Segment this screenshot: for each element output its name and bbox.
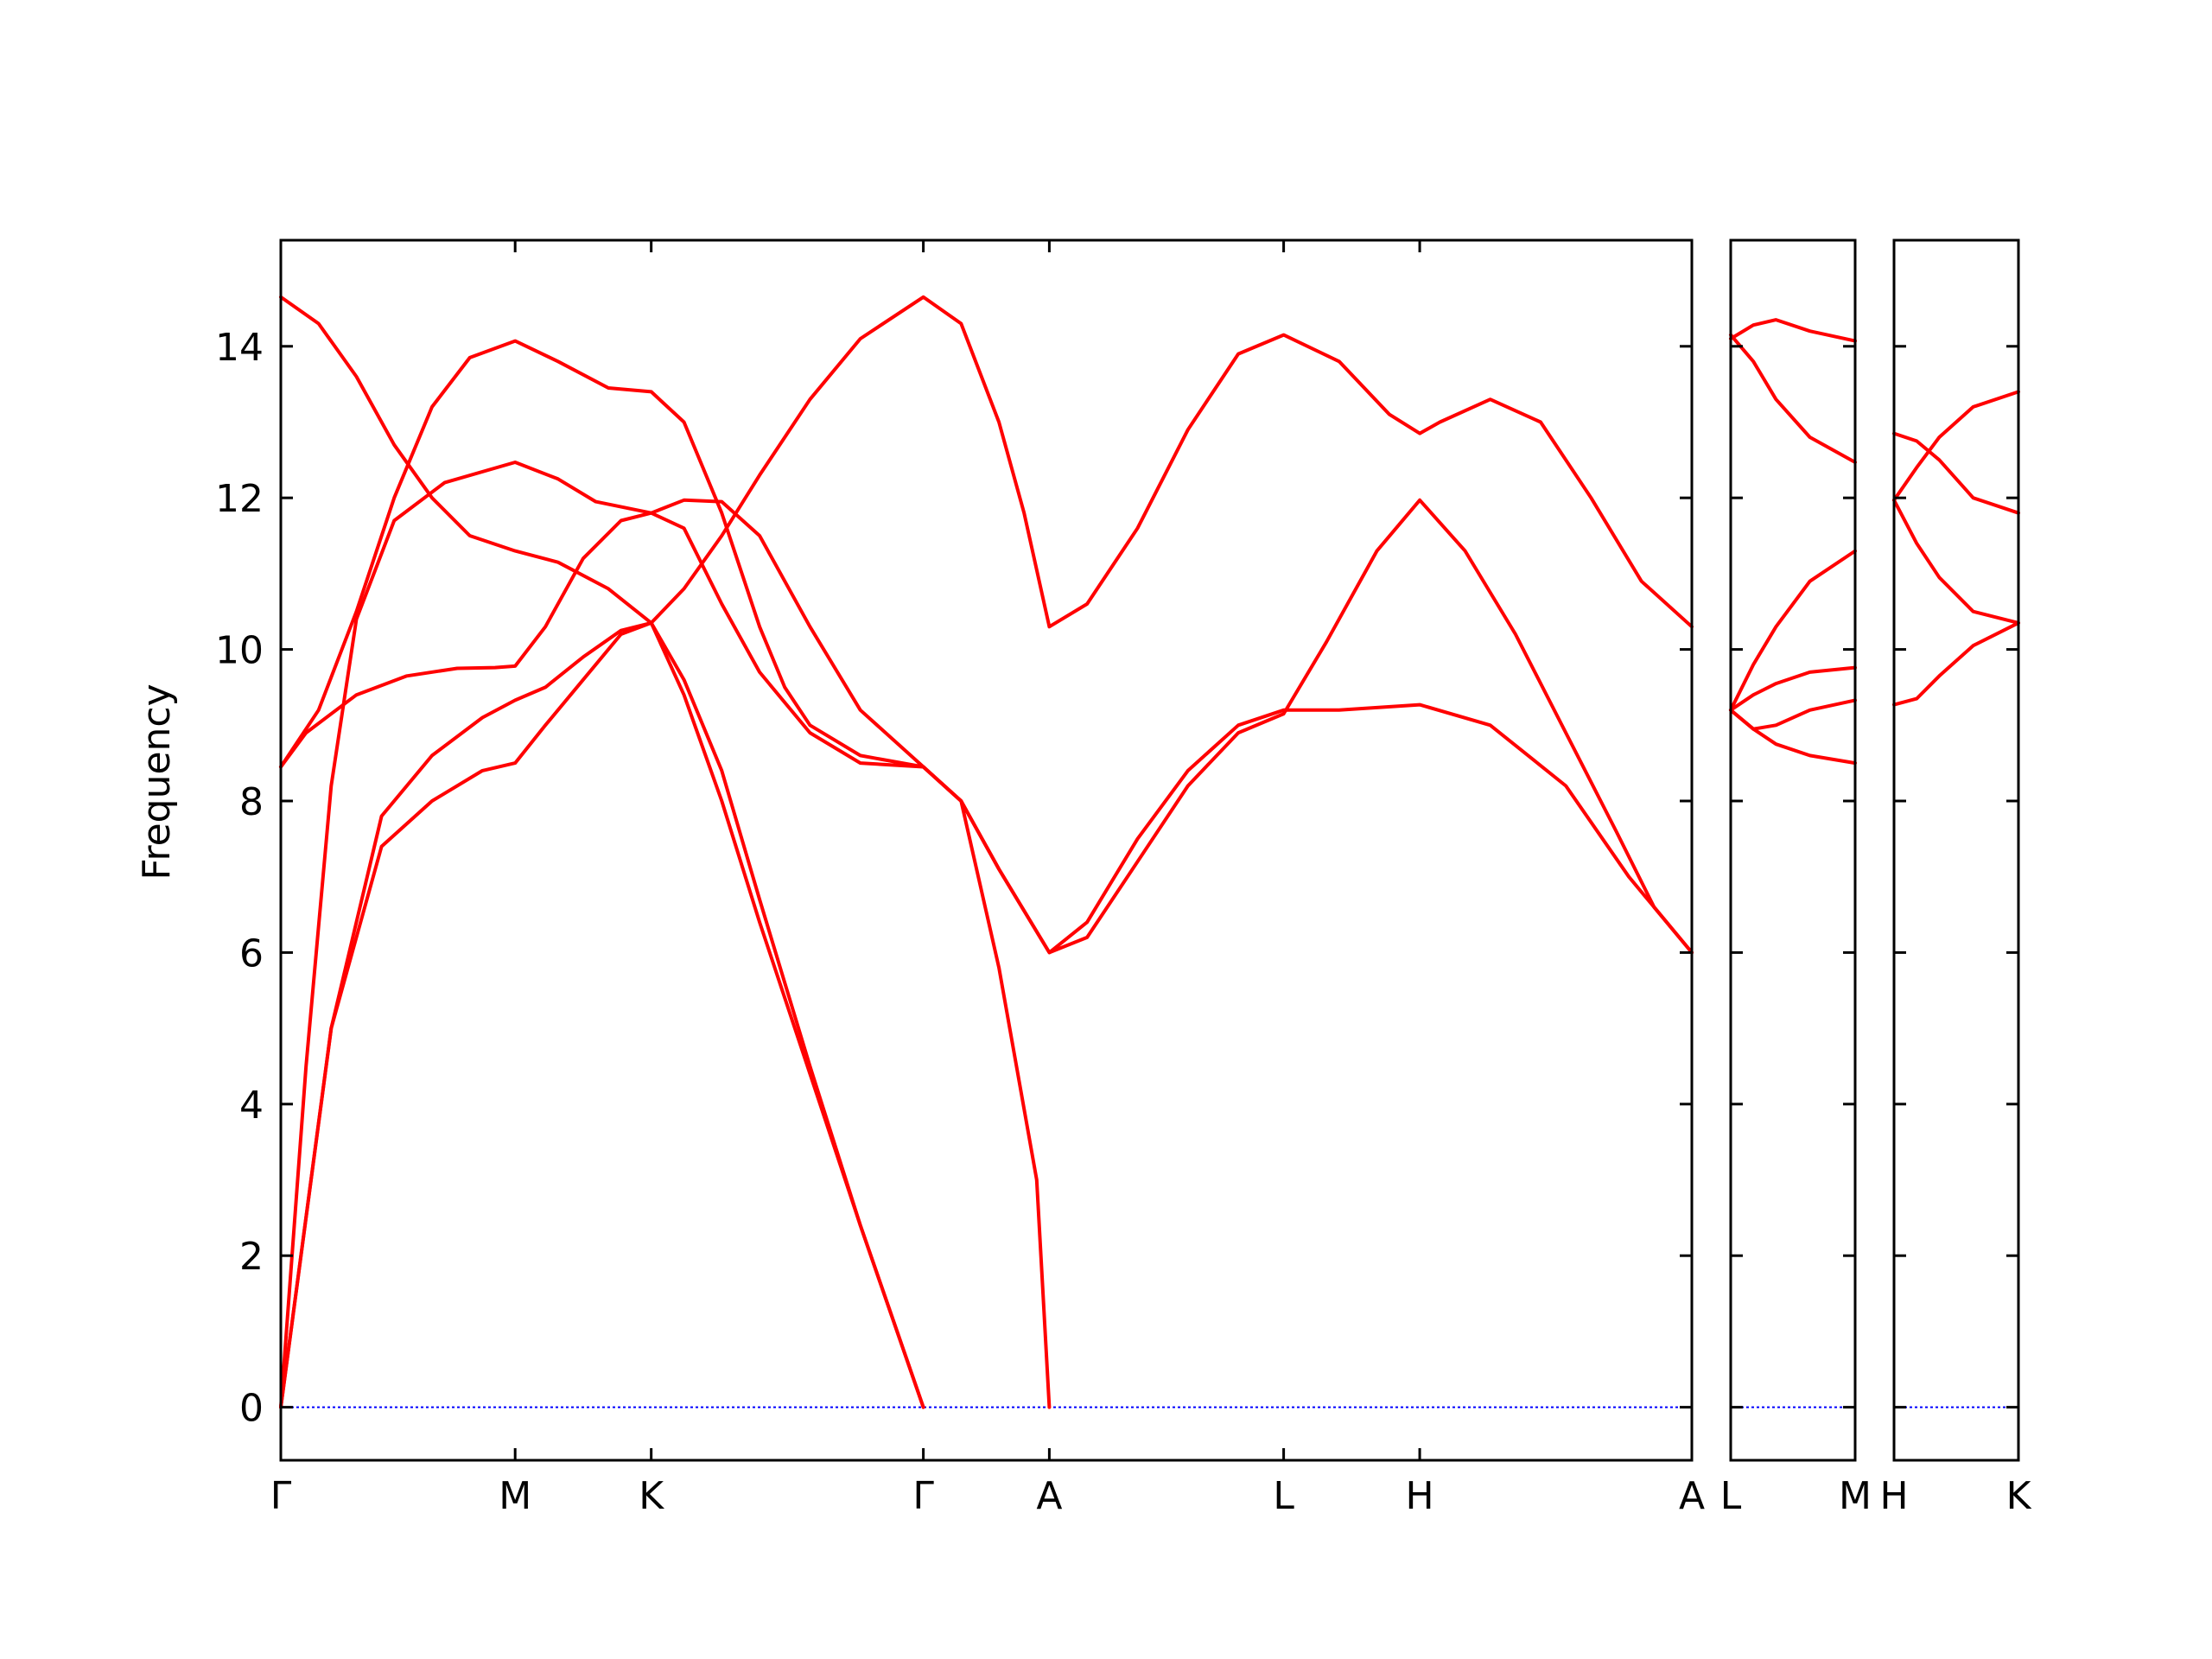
band-line-1	[1892, 620, 2020, 707]
band-line-2	[1892, 498, 2020, 625]
band-line-6	[1729, 318, 1857, 343]
y-tick-label: 12	[215, 477, 264, 521]
band-line-6	[279, 295, 1694, 629]
x-tick-label: L	[1273, 1474, 1294, 1518]
axes-frame	[279, 238, 1694, 1462]
band-line-3	[279, 461, 1694, 1409]
x-tick-label: M	[1839, 1474, 1872, 1518]
band-line-2	[279, 620, 925, 1409]
x-tick-label: M	[499, 1474, 531, 1518]
band-line-1	[279, 620, 925, 1409]
band-line-2	[1729, 698, 1857, 731]
x-tick-label: Γ	[270, 1474, 292, 1518]
y-tick-label: 14	[215, 326, 264, 370]
band-line-3	[1892, 390, 2020, 502]
x-tick-label: H	[1406, 1474, 1434, 1518]
band-line-5	[279, 339, 1052, 1409]
axes-frame	[1729, 238, 1857, 1462]
y-tick-label: 2	[239, 1235, 264, 1279]
y-tick-label: 10	[215, 629, 264, 673]
x-tick-label: K	[639, 1474, 664, 1518]
x-tick-label: Γ	[912, 1474, 934, 1518]
x-tick-label: K	[2006, 1474, 2032, 1518]
x-tick-label: H	[1879, 1474, 1908, 1518]
y-tick-label: 8	[239, 780, 264, 824]
x-tick-label: A	[1036, 1474, 1062, 1518]
band-line-4	[1892, 431, 2020, 515]
y-tick-label: 4	[239, 1084, 264, 1128]
y-tick-label: 0	[239, 1387, 264, 1431]
axes-frame	[1892, 238, 2020, 1462]
band-line-5	[1729, 333, 1857, 464]
band-line-4	[1729, 549, 1857, 712]
x-tick-label: A	[1679, 1474, 1705, 1518]
band-line-3	[1729, 665, 1857, 712]
y-axis-label: Frequency	[135, 683, 179, 880]
x-tick-label: L	[1720, 1474, 1742, 1518]
y-tick-label: 6	[239, 931, 264, 976]
panel-Gamma-M-K-Gamma-A-L-H-A: Γ M K Γ A L H A 0 2 4 6 8 10 12 14	[215, 238, 1705, 1518]
